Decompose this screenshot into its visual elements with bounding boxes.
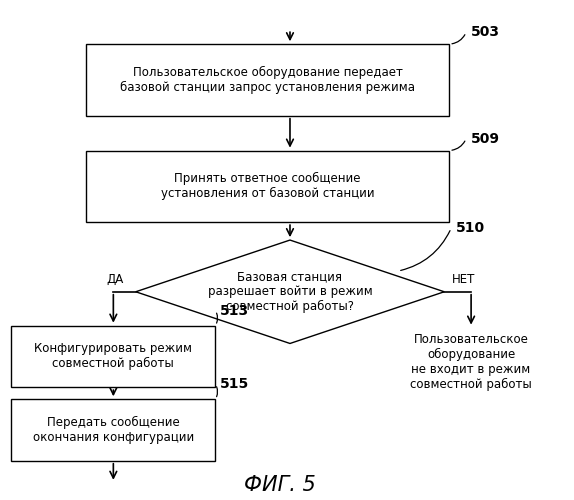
Text: Пользовательское
оборудование
не входит в режим
совместной работы: Пользовательское оборудование не входит … <box>410 332 532 391</box>
Bar <box>86 150 449 222</box>
Text: Конфигурировать режим
совместной работы: Конфигурировать режим совместной работы <box>34 342 192 370</box>
Text: 503: 503 <box>471 25 500 39</box>
Text: Пользовательское оборудование передает
базовой станции запрос установления режим: Пользовательское оборудование передает б… <box>120 66 415 94</box>
Text: Базовая станция
разрешает войти в режим
совместной работы?: Базовая станция разрешает войти в режим … <box>208 270 373 314</box>
Text: 513: 513 <box>220 304 250 318</box>
Text: НЕТ: НЕТ <box>452 274 476 286</box>
Polygon shape <box>135 240 444 344</box>
Text: ДА: ДА <box>107 274 124 286</box>
Text: ФИГ. 5: ФИГ. 5 <box>244 474 316 494</box>
Bar <box>86 44 449 116</box>
Text: 510: 510 <box>456 221 485 235</box>
Text: Принять ответное сообщение
установления от базовой станции: Принять ответное сообщение установления … <box>161 172 374 201</box>
Bar <box>11 326 215 387</box>
Text: 515: 515 <box>220 377 250 391</box>
Bar <box>11 399 215 461</box>
Text: Передать сообщение
окончания конфигурации: Передать сообщение окончания конфигураци… <box>33 416 194 444</box>
Text: 509: 509 <box>471 132 500 145</box>
